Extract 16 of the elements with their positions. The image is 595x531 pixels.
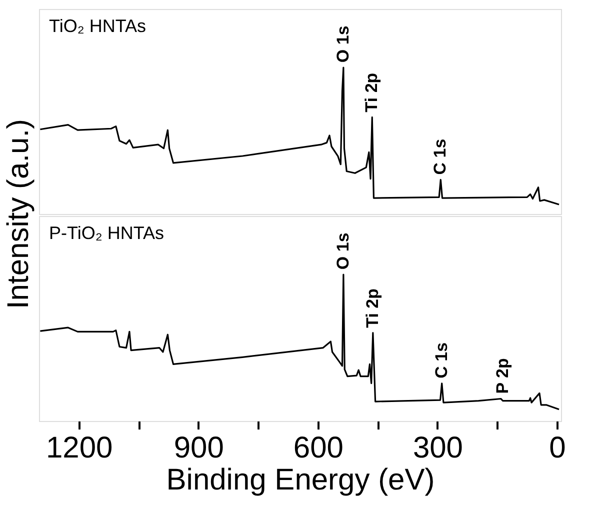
annotation: C 1s — [432, 342, 451, 378]
annotation: O 1s — [333, 26, 352, 63]
x-tick-label: 1200 — [46, 432, 113, 464]
annotation: O 1s — [333, 232, 352, 270]
annotation: C 1s — [430, 138, 450, 175]
annotation: P 2p — [492, 358, 512, 394]
x-tick-label: 0 — [549, 432, 566, 464]
annotation: Ti 2p — [362, 72, 382, 112]
chart-title: P-TiO₂ HNTAs — [49, 223, 164, 243]
x-axis-title: Binding Energy (eV) — [166, 464, 435, 496]
x-tick-label: 900 — [174, 432, 224, 464]
annotation: Ti 2p — [362, 288, 382, 328]
chart-title: TiO₂ HNTAs — [49, 16, 146, 36]
x-tick-label: 300 — [412, 432, 464, 464]
y-axis-title: Intensity (a.u.) — [2, 118, 35, 310]
x-tick-label: 600 — [293, 432, 344, 464]
